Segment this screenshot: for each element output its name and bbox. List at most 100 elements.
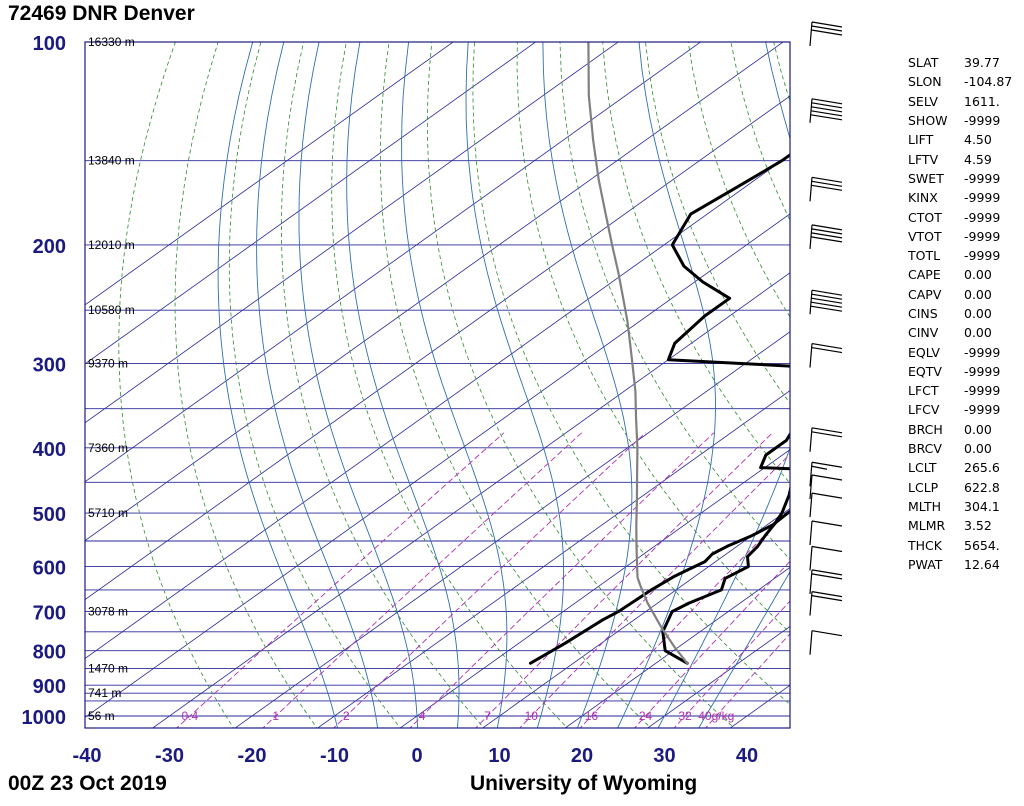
mixing-ratio-label: 0.4 <box>182 709 199 723</box>
index-value: 3.52 <box>964 518 992 534</box>
index-row-slon: SLON -104.87 <box>908 72 1024 91</box>
data-point <box>636 576 639 579</box>
data-point <box>635 545 638 548</box>
data-point <box>799 475 801 477</box>
barb-staff <box>809 343 813 368</box>
barb-feather <box>811 228 843 235</box>
index-value: 304.1 <box>964 498 1000 514</box>
isotherm-line <box>234 331 790 728</box>
index-row-lclt: LCLT 265.6 <box>908 458 1024 477</box>
data-point <box>686 662 689 665</box>
index-value: 0.00 <box>964 421 992 437</box>
pressure-tick-label: 1000 <box>22 707 67 729</box>
barb-feather <box>811 569 843 576</box>
index-row-thck: THCK 5654. <box>908 535 1024 554</box>
isotherm-line <box>317 390 790 728</box>
isotherm-line <box>85 95 790 601</box>
index-row-slat: SLAT 39.77 <box>908 53 1024 72</box>
index-value: -9999 <box>964 363 1001 379</box>
index-row-cape: CAPE 0.00 <box>908 265 1024 284</box>
pressure-tick-label: 600 <box>33 557 66 579</box>
data-point <box>844 391 846 393</box>
data-point <box>611 244 613 246</box>
temperature-tick-label: 20 <box>571 745 593 767</box>
data-point <box>781 159 783 162</box>
data-point <box>617 271 620 274</box>
data-point <box>785 439 788 442</box>
barb-feather <box>811 106 843 113</box>
index-value: 4.50 <box>964 132 992 148</box>
isotherm-line <box>564 566 790 728</box>
plot-frame <box>84 41 791 729</box>
moist-adiabat-line <box>465 42 565 728</box>
data-point <box>636 446 639 449</box>
barb-feather <box>811 545 843 553</box>
observation-time: 00Z 23 Oct 2019 <box>8 772 167 795</box>
barb-staff <box>809 462 813 487</box>
data-point <box>564 642 566 645</box>
data-point <box>639 584 642 587</box>
data-point <box>834 461 836 463</box>
index-row-eqtv: EQTV -9999 <box>908 362 1024 381</box>
data-point <box>726 545 729 548</box>
index-value: 0.00 <box>964 267 992 283</box>
barb-feather <box>810 114 843 121</box>
data-point <box>827 475 829 477</box>
isotherm-line <box>85 42 784 542</box>
index-row-show: SHOW -9999 <box>908 111 1024 130</box>
height-label: 1470 m <box>88 661 128 675</box>
pressure-tick-label: 800 <box>33 642 66 664</box>
data-point <box>893 332 895 334</box>
barb-feather <box>811 25 843 32</box>
index-row-lfcv: LFCV -9999 <box>908 400 1024 419</box>
index-name: SLON <box>908 74 942 90</box>
wind-barb <box>809 461 843 487</box>
data-point <box>872 353 874 355</box>
wind-barb <box>809 224 843 249</box>
index-name: LFTV <box>908 151 939 167</box>
barb-feather <box>811 573 843 580</box>
barb-feather <box>810 301 843 308</box>
index-row-selv: SELV 1611. <box>908 92 1024 111</box>
index-name: VTOT <box>908 228 942 244</box>
index-row-ctot: CTOT -9999 <box>908 207 1024 226</box>
index-row-eqlv: EQLV -9999 <box>908 342 1024 361</box>
wind-barb <box>809 474 843 500</box>
data-point <box>800 469 802 471</box>
isotherm-line <box>482 508 790 728</box>
data-point <box>702 281 704 283</box>
temperature-tick-label: -20 <box>238 745 267 767</box>
index-name: MLTH <box>908 498 942 514</box>
data-point <box>636 500 638 503</box>
pressure-tick-label: 900 <box>33 676 66 698</box>
pressure-tick-label: 200 <box>33 236 66 258</box>
data-point <box>688 568 691 570</box>
height-label: 13840 m <box>88 154 135 168</box>
moist-adiabat-line <box>657 42 790 728</box>
moist-adiabat-line <box>256 42 379 728</box>
isotherm-line <box>85 42 537 365</box>
background-grid <box>85 42 790 728</box>
barb-feather <box>811 98 843 105</box>
mixing-ratio-line <box>262 432 583 728</box>
barb-staff <box>809 493 813 518</box>
data-point <box>646 602 649 604</box>
data-point <box>597 178 600 181</box>
data-point <box>834 408 836 410</box>
wind-barb <box>809 98 843 123</box>
barb-feather <box>811 29 843 36</box>
data-point <box>820 465 822 467</box>
data-point <box>827 454 829 456</box>
barb-staff <box>809 224 813 249</box>
mixing-ratio-line <box>409 432 715 728</box>
dry-adiabat-line <box>426 42 735 728</box>
data-point <box>636 565 638 568</box>
index-name: LCLP <box>908 479 939 495</box>
barb-staff <box>809 474 813 500</box>
data-point <box>689 213 692 216</box>
height-label: 16330 m <box>88 35 135 49</box>
series-parcel <box>587 42 689 665</box>
data-point <box>711 553 714 555</box>
index-name: LCLT <box>908 460 937 476</box>
